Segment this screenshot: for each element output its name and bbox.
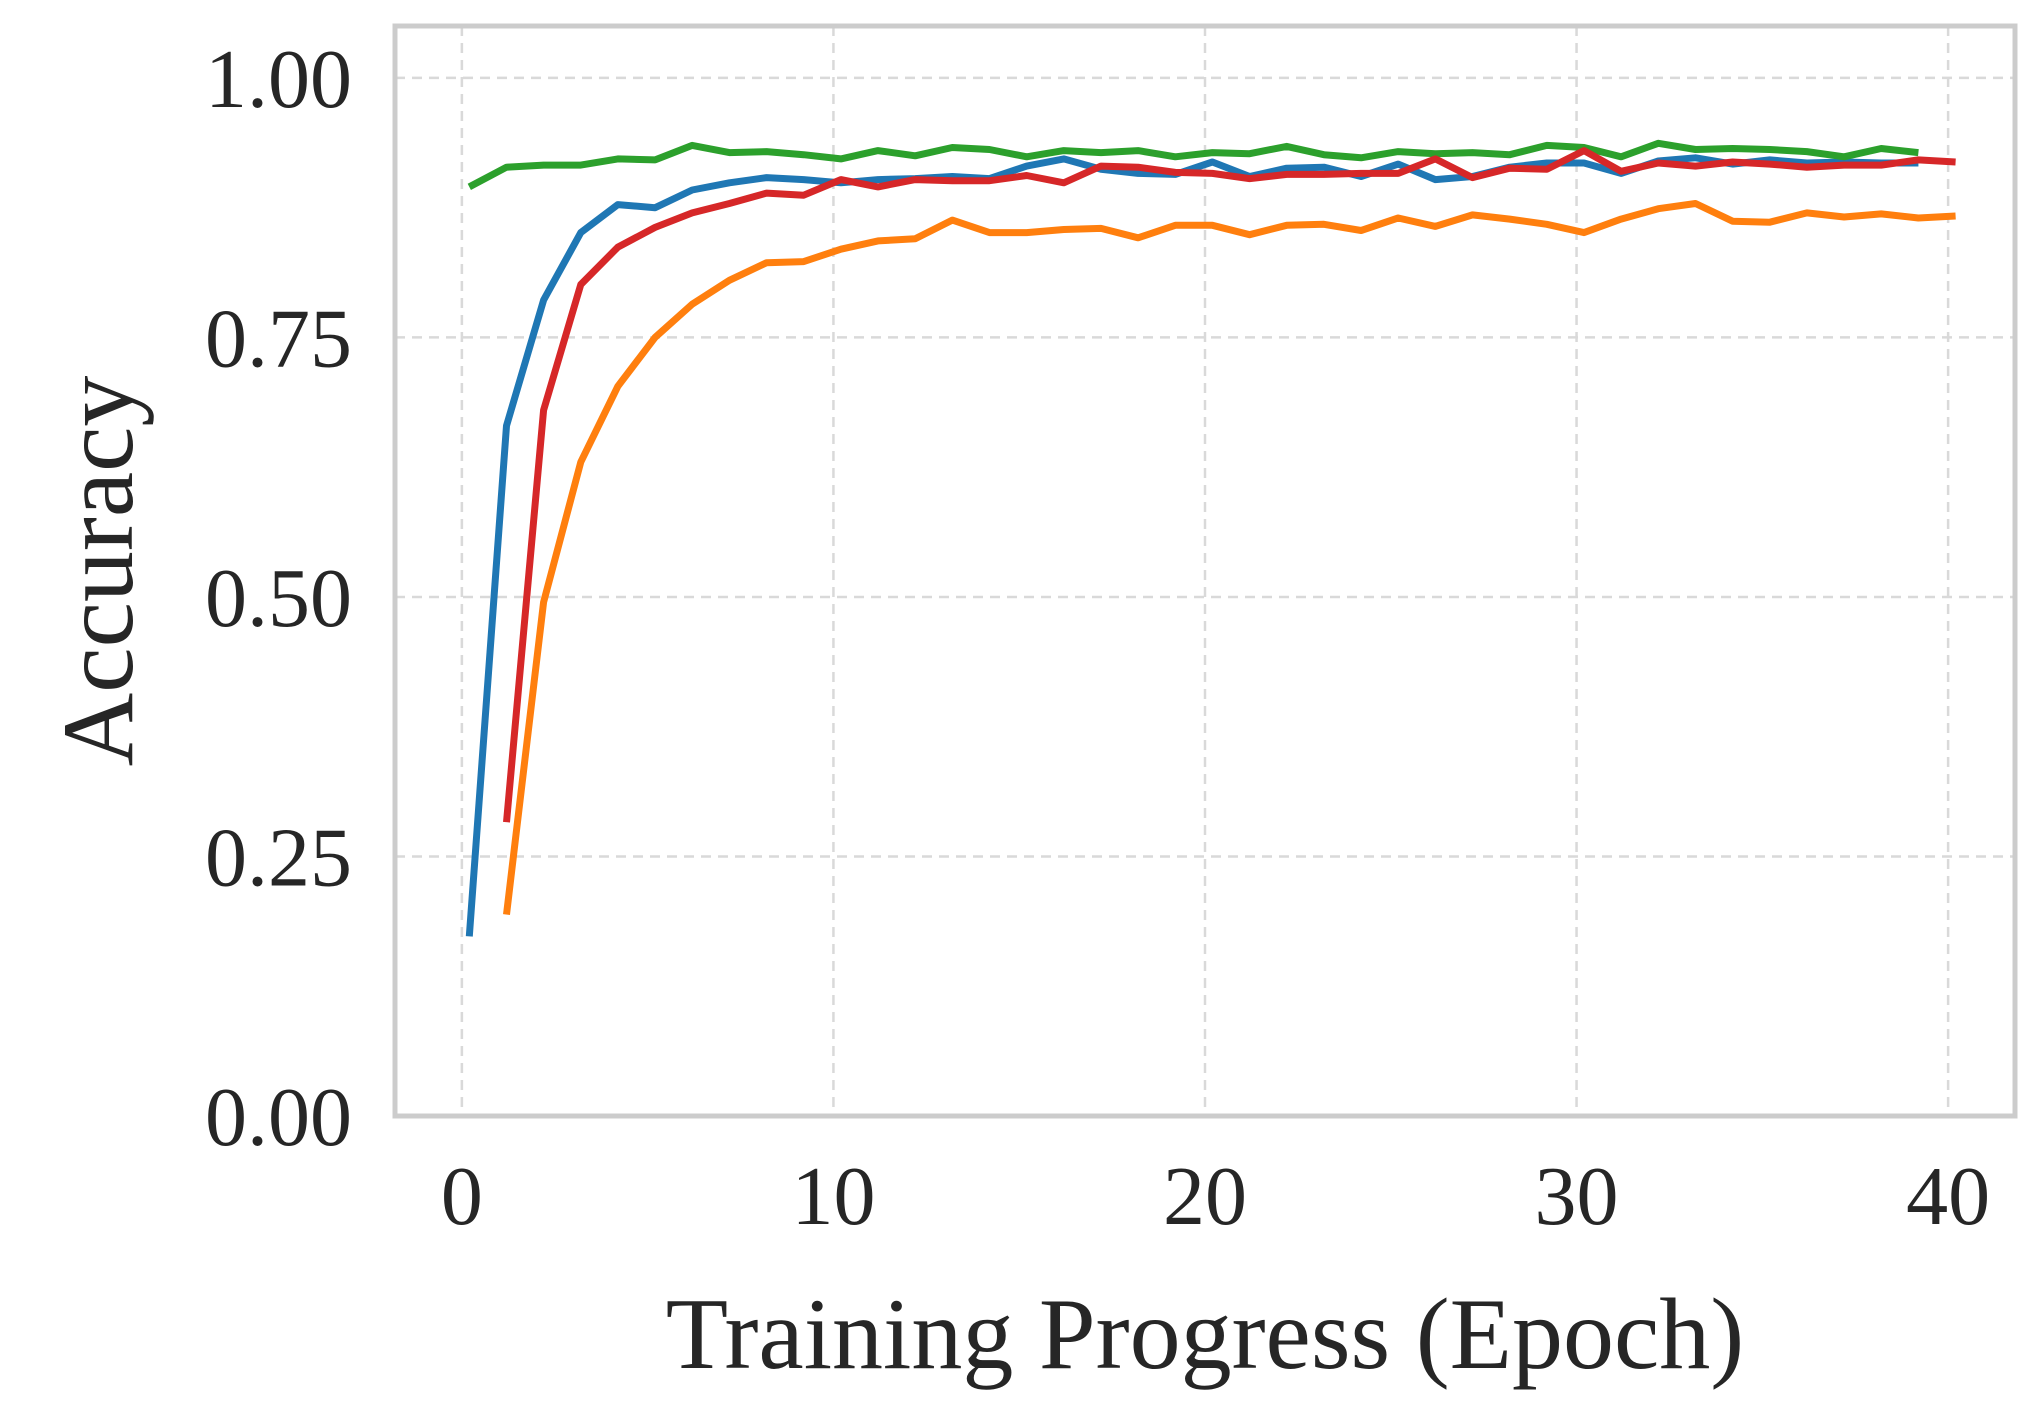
y-tick-label: 0.25 — [205, 811, 352, 904]
x-tick-label: 20 — [1163, 1150, 1247, 1243]
series-line-green — [467, 139, 1919, 190]
x-tick-labels: 0 10 20 30 40 — [441, 1150, 1990, 1243]
x-axis-title: Training Progress (Epoch) — [666, 1278, 1744, 1391]
series-line-blue — [465, 154, 1919, 937]
x-tick-label: 40 — [1906, 1150, 1990, 1243]
series-line-orange — [503, 200, 1956, 916]
y-tick-labels: 0.00 0.25 0.50 0.75 1.00 — [205, 33, 352, 1164]
grid — [395, 26, 2015, 1118]
series-lines — [465, 139, 1956, 937]
series-line-red — [503, 147, 1956, 823]
y-tick-label: 1.00 — [205, 33, 352, 126]
x-tick-label: 30 — [1535, 1150, 1619, 1243]
y-axis-title: Accuracy — [42, 376, 155, 767]
y-tick-label: 0.75 — [205, 292, 352, 385]
plot-frame — [392, 23, 2018, 1119]
x-tick-label: 10 — [791, 1150, 875, 1243]
y-tick-label: 0.00 — [205, 1071, 352, 1164]
x-tick-label: 0 — [441, 1150, 483, 1243]
y-tick-label: 0.50 — [205, 552, 352, 645]
